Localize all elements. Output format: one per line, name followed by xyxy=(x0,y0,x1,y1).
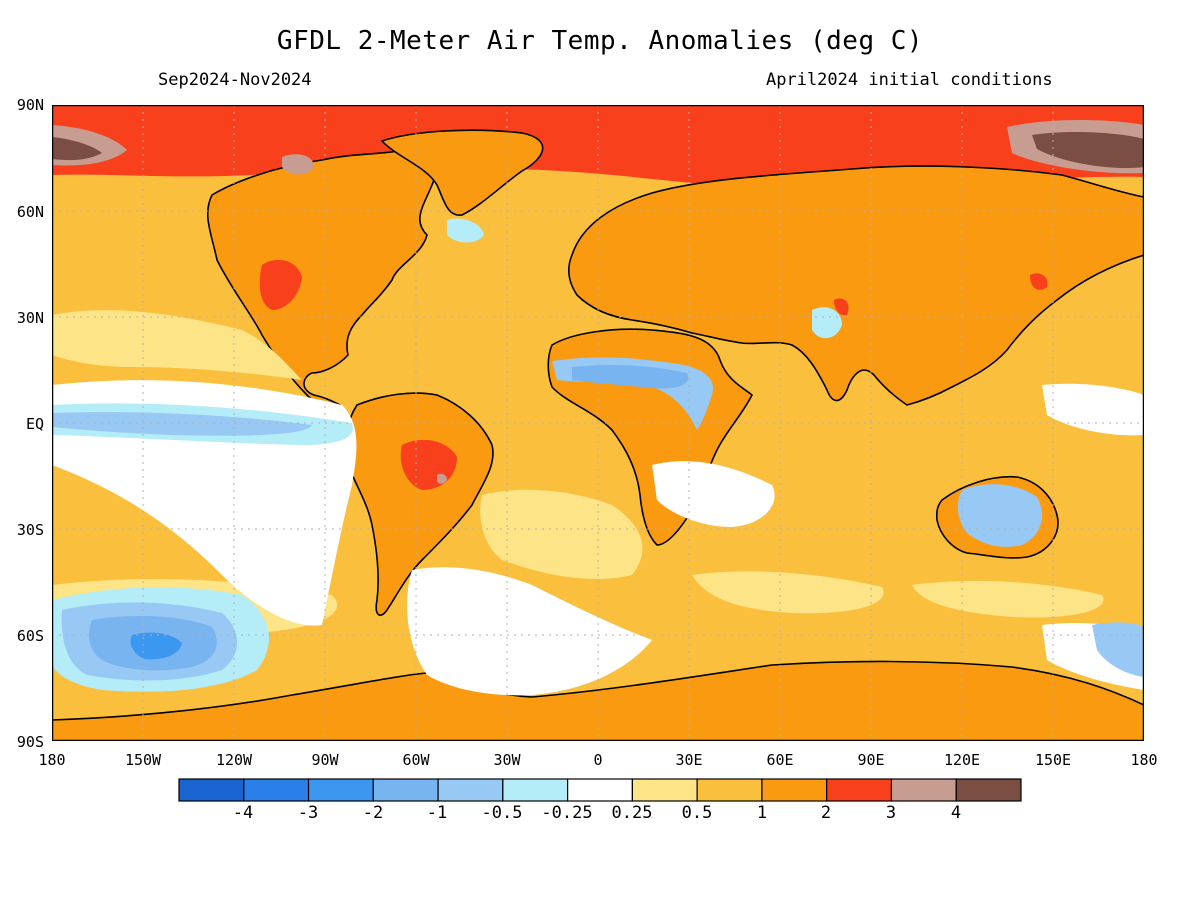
arctic-brown-west xyxy=(52,137,102,161)
colorbar-box-7 xyxy=(631,778,698,802)
colorbar-box-11 xyxy=(890,778,957,802)
lon-label-90e: 90E xyxy=(857,751,885,769)
legend-label-0p5: 0.5 xyxy=(681,803,713,823)
colorbar xyxy=(178,778,1022,802)
greenland-sea-cool-spot xyxy=(447,218,484,243)
greenland-land xyxy=(380,129,544,216)
colorbar-box-2 xyxy=(307,778,374,802)
southeast-pacific-cool xyxy=(1092,622,1144,677)
equatorial-pacific-core xyxy=(52,412,312,436)
legend-label-1: 1 xyxy=(756,803,768,823)
canadian-arctic-hotspot xyxy=(282,154,314,175)
australia-cool-area xyxy=(957,484,1042,547)
colorbar-box-5 xyxy=(502,778,569,802)
lon-label-60w: 60W xyxy=(402,751,430,769)
himalaya-hotspot xyxy=(834,298,849,316)
sahel-cool-core xyxy=(572,365,689,389)
lat-label-30n: 30N xyxy=(16,309,44,327)
colorbar-box-4 xyxy=(437,778,504,802)
lat-label-90s: 90S xyxy=(16,733,44,751)
legend-label-neg2: -2 xyxy=(362,803,384,823)
colorbar-box-9 xyxy=(761,778,828,802)
lat-label-eq: EQ xyxy=(25,415,44,433)
arctic-brown-east xyxy=(1032,132,1144,169)
colorbar-box-0 xyxy=(178,778,245,802)
north-america-hotspot xyxy=(259,259,302,310)
colorbar-box-12 xyxy=(955,778,1022,802)
lon-label-120w: 120W xyxy=(215,751,253,769)
lat-label-90n: 90N xyxy=(16,96,44,114)
indian-ocean-pale-zone xyxy=(692,571,884,614)
chart-title: GFDL 2-Meter Air Temp. Anomalies (deg C) xyxy=(276,26,924,56)
japan-hotspot xyxy=(1030,273,1048,290)
legend-label-neg3: -3 xyxy=(297,803,319,823)
w-indian-ocean-neutral xyxy=(652,461,775,527)
lon-label-30w: 30W xyxy=(493,751,521,769)
lon-label-0: 0 xyxy=(593,751,603,769)
colorbar-box-10 xyxy=(826,778,893,802)
lon-label-90w: 90W xyxy=(311,751,339,769)
s-pacific-pale-zone xyxy=(912,580,1104,618)
tibet-cool-spot xyxy=(812,307,842,339)
graticule xyxy=(52,105,1144,741)
lon-label-30e: 30E xyxy=(675,751,703,769)
lon-label-150w: 150W xyxy=(124,751,162,769)
colorbar-box-8 xyxy=(696,778,763,802)
forecast-period: Sep2024-Nov2024 xyxy=(158,70,312,90)
lon-label-180e: 180 xyxy=(1130,751,1158,769)
colorbar-box-3 xyxy=(372,778,439,802)
lon-label-60e: 60E xyxy=(766,751,794,769)
legend-label-3: 3 xyxy=(885,803,897,823)
lon-label-150e: 150E xyxy=(1034,751,1072,769)
legend-label-0p25: 0.25 xyxy=(611,803,653,823)
legend-label-neg1: -1 xyxy=(426,803,448,823)
brazil-hotspot-core xyxy=(437,473,447,484)
initial-conditions-label: April2024 initial conditions xyxy=(766,70,1053,90)
s-atlantic-neutral xyxy=(407,567,652,696)
lon-label-120e: 120E xyxy=(943,751,981,769)
lat-label-60s: 60S xyxy=(16,627,44,645)
eurasia-land xyxy=(567,165,1144,406)
s-atlantic-pale-zone xyxy=(480,489,643,580)
n-pacific-pale-zone xyxy=(52,310,302,380)
lon-label-180w: 180 xyxy=(38,751,66,769)
legend-label-2: 2 xyxy=(820,803,832,823)
lat-label-60n: 60N xyxy=(16,203,44,221)
legend-label-neg0p5: -0.5 xyxy=(481,803,523,823)
legend-label-neg0p25: -0.25 xyxy=(541,803,593,823)
w-pacific-neutral xyxy=(1042,383,1144,436)
anomaly-map xyxy=(52,105,1144,741)
colorbar-box-6 xyxy=(567,778,633,802)
legend-label-4: 4 xyxy=(950,803,962,823)
legend-label-neg4: -4 xyxy=(232,803,254,823)
lat-label-30s: 30S xyxy=(16,521,44,539)
colorbar-box-1 xyxy=(243,778,310,802)
map-frame xyxy=(52,105,1144,741)
south-america-land xyxy=(345,392,494,616)
